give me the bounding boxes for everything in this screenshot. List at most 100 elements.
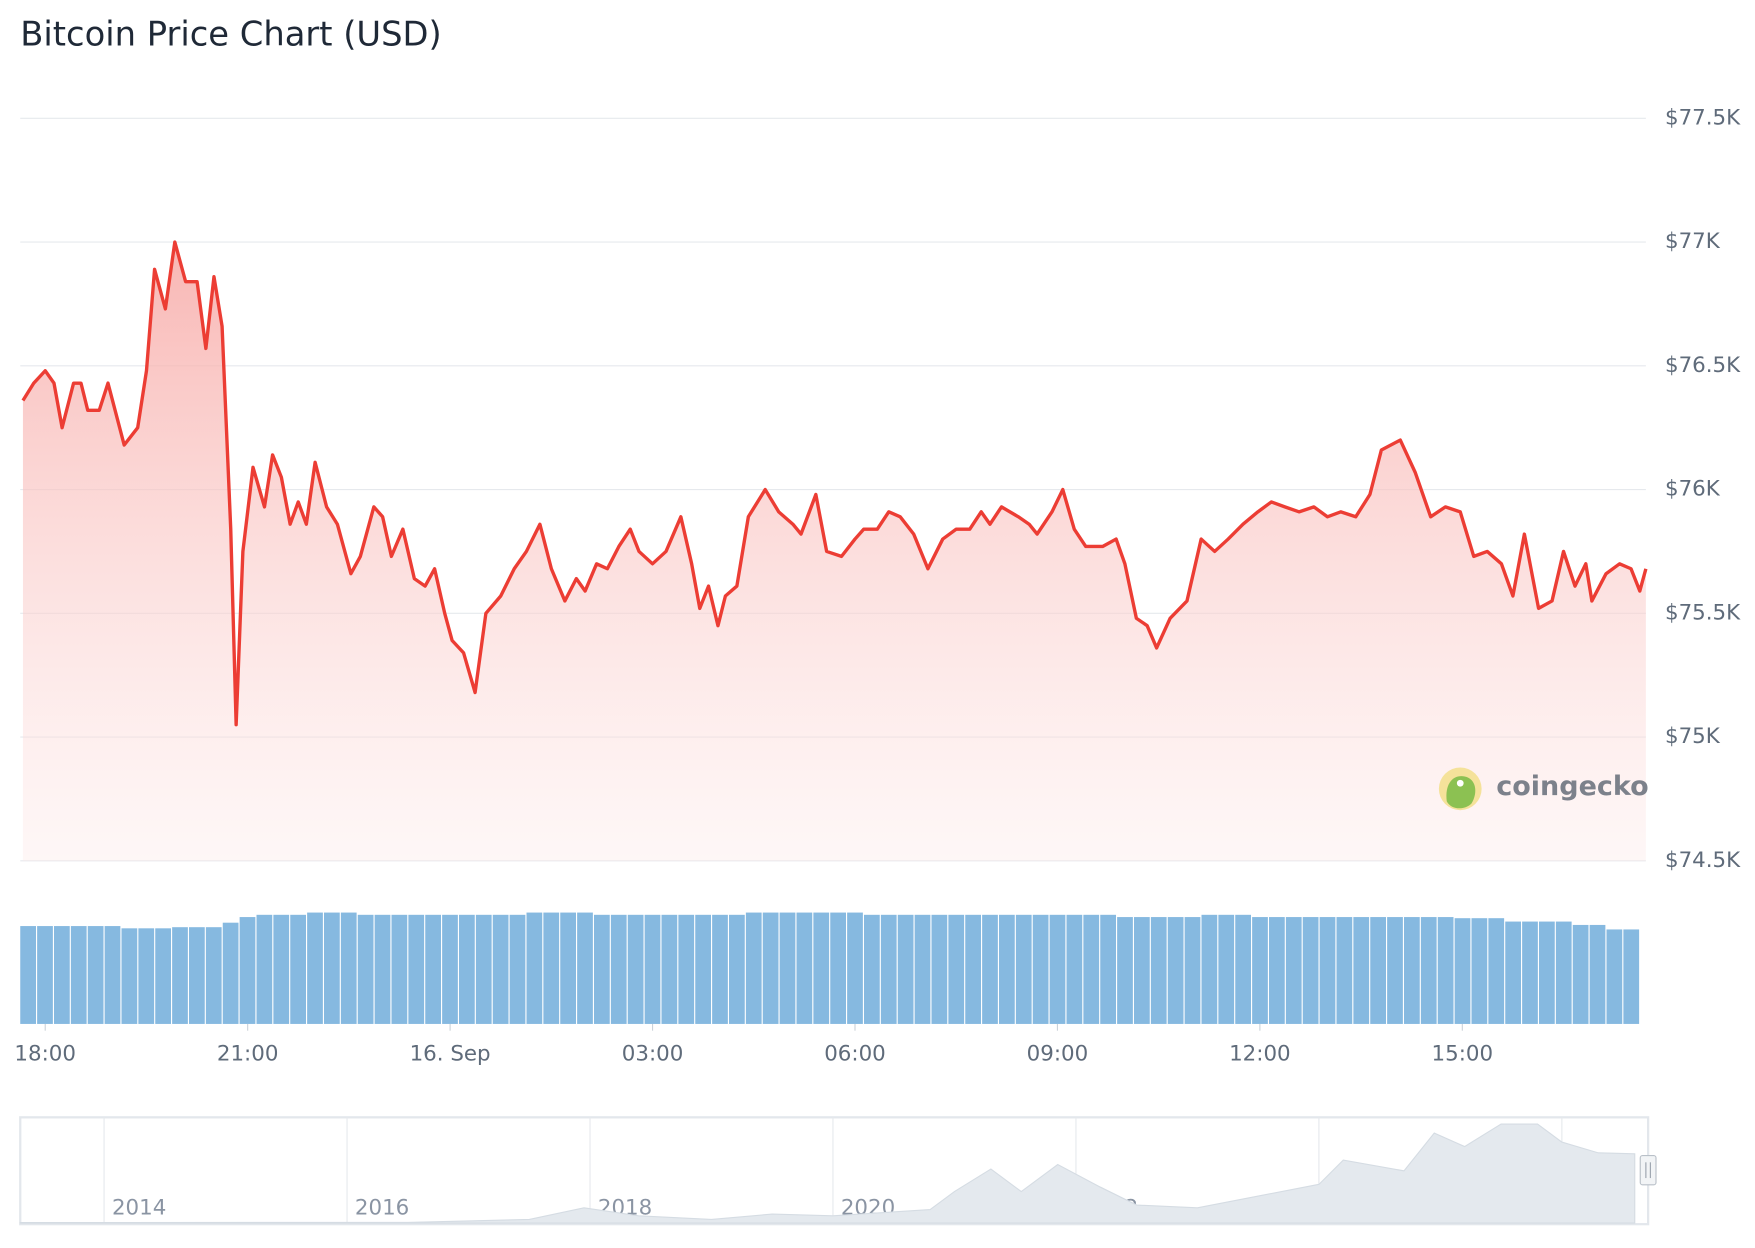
volume-bar bbox=[1522, 921, 1538, 1024]
volume-bar bbox=[155, 928, 171, 1024]
volume-bar bbox=[897, 914, 914, 1024]
volume-bar bbox=[492, 914, 509, 1024]
volume-bar bbox=[762, 912, 779, 1024]
volume-bar bbox=[813, 912, 830, 1024]
volume-bar bbox=[1454, 918, 1471, 1024]
volume-bar bbox=[104, 926, 121, 1024]
volume-bar bbox=[509, 914, 526, 1024]
volume-bar bbox=[205, 927, 222, 1024]
navigator-area bbox=[19, 1123, 1636, 1224]
volume-bar bbox=[1083, 914, 1100, 1024]
volume-bar bbox=[712, 914, 728, 1024]
volume-bar bbox=[1218, 914, 1235, 1024]
volume-bar bbox=[1505, 921, 1521, 1024]
volume-bar bbox=[526, 912, 543, 1024]
volume-bar bbox=[1150, 917, 1167, 1024]
volume-bar bbox=[425, 914, 441, 1024]
volume-bar bbox=[70, 926, 87, 1024]
x-tick-label: 03:00 bbox=[622, 1041, 684, 1066]
volume-bar bbox=[1134, 917, 1150, 1024]
volume-bar bbox=[1235, 914, 1251, 1024]
volume-bar bbox=[1100, 914, 1116, 1024]
price-line bbox=[21, 240, 1648, 727]
watermark: coingecko bbox=[1438, 767, 1649, 811]
volume-bar bbox=[20, 926, 36, 1024]
navigator-tick-label: 2014 bbox=[112, 1195, 166, 1220]
x-tick-label: 06:00 bbox=[824, 1041, 886, 1066]
volume-bar bbox=[796, 912, 813, 1024]
volume-bar bbox=[560, 912, 576, 1024]
volume-bar bbox=[982, 914, 998, 1024]
volume-bar bbox=[1336, 917, 1353, 1024]
volume-bar bbox=[543, 912, 560, 1024]
volume-bar bbox=[442, 914, 458, 1024]
x-tick-label: 18:00 bbox=[14, 1041, 76, 1066]
volume-bar bbox=[1353, 917, 1370, 1024]
navigator-handle-box[interactable] bbox=[1639, 1155, 1657, 1186]
volume-bar bbox=[54, 926, 70, 1024]
volume-bar bbox=[1049, 914, 1066, 1024]
volume-bar bbox=[729, 914, 745, 1024]
volume-bar bbox=[1471, 918, 1488, 1024]
volume-bar bbox=[1285, 917, 1302, 1024]
volume-bar bbox=[1252, 917, 1268, 1024]
navigator-tick-label: 2016 bbox=[355, 1195, 409, 1220]
y-tick-label: $75K bbox=[1665, 724, 1721, 749]
volume-bar bbox=[1201, 914, 1218, 1024]
volume-bar bbox=[1539, 921, 1555, 1024]
volume-bar bbox=[1555, 921, 1572, 1024]
y-tick-label: $76K bbox=[1665, 477, 1721, 502]
volume-bar bbox=[121, 928, 138, 1024]
volume-bar bbox=[391, 914, 408, 1024]
volume-bar bbox=[1184, 917, 1201, 1024]
navigator: 2014201620182020202220242026 bbox=[19, 1116, 1650, 1226]
volume-bar bbox=[1117, 917, 1133, 1024]
volume-bar bbox=[830, 912, 846, 1024]
volume-bar bbox=[1387, 917, 1403, 1024]
price-area bbox=[22, 242, 1646, 861]
volume-bar bbox=[138, 928, 155, 1024]
y-tick-label: $76.5K bbox=[1665, 353, 1741, 378]
volume-bar bbox=[324, 912, 340, 1024]
volume-bar bbox=[610, 914, 627, 1024]
volume-bar bbox=[1404, 917, 1420, 1024]
volume-bar bbox=[273, 914, 290, 1024]
y-tick-label: $77K bbox=[1665, 229, 1721, 254]
y-tick-label: $77.5K bbox=[1665, 105, 1741, 130]
volume-bar bbox=[1302, 917, 1319, 1024]
volume-bar bbox=[1437, 917, 1454, 1024]
volume-bar bbox=[222, 922, 239, 1024]
navigator-handle[interactable] bbox=[1639, 1155, 1657, 1186]
volume-bar bbox=[374, 914, 391, 1024]
y-tick-label: $75.5K bbox=[1665, 600, 1741, 625]
volume-bar bbox=[459, 914, 475, 1024]
x-tick-label: 09:00 bbox=[1027, 1041, 1089, 1066]
volume-bar bbox=[1488, 918, 1505, 1024]
volume-bar bbox=[172, 927, 188, 1024]
volume-bar bbox=[290, 914, 306, 1024]
volume-bar bbox=[1015, 914, 1032, 1024]
volume-bar bbox=[1269, 917, 1285, 1024]
x-tick-label: 15:00 bbox=[1432, 1041, 1494, 1066]
volume-bar bbox=[357, 914, 374, 1024]
volume-bar bbox=[864, 914, 880, 1024]
watermark-text: coingecko bbox=[1496, 771, 1648, 802]
volume-bar bbox=[695, 914, 711, 1024]
volume-bar bbox=[307, 912, 323, 1024]
volume-bar bbox=[1572, 924, 1589, 1024]
volume-bar bbox=[475, 914, 492, 1024]
volume-bar bbox=[1370, 917, 1386, 1024]
volume-bar bbox=[745, 912, 762, 1024]
volume-bar bbox=[87, 926, 104, 1024]
volume-bar bbox=[1606, 929, 1623, 1024]
volume-bar bbox=[678, 914, 695, 1024]
volume-bar bbox=[880, 914, 897, 1024]
volume-bar bbox=[914, 914, 931, 1024]
volume-bar bbox=[847, 912, 863, 1024]
x-tick-label: 12:00 bbox=[1229, 1041, 1291, 1066]
volume-bar bbox=[1032, 914, 1049, 1024]
price-panel: $74.5K $75K $75.5K $76K $76.5K $77K $77.5K 18:0… bbox=[14, 105, 1741, 1066]
x-tick-label: 21:00 bbox=[217, 1041, 279, 1066]
volume-bar bbox=[594, 914, 610, 1024]
